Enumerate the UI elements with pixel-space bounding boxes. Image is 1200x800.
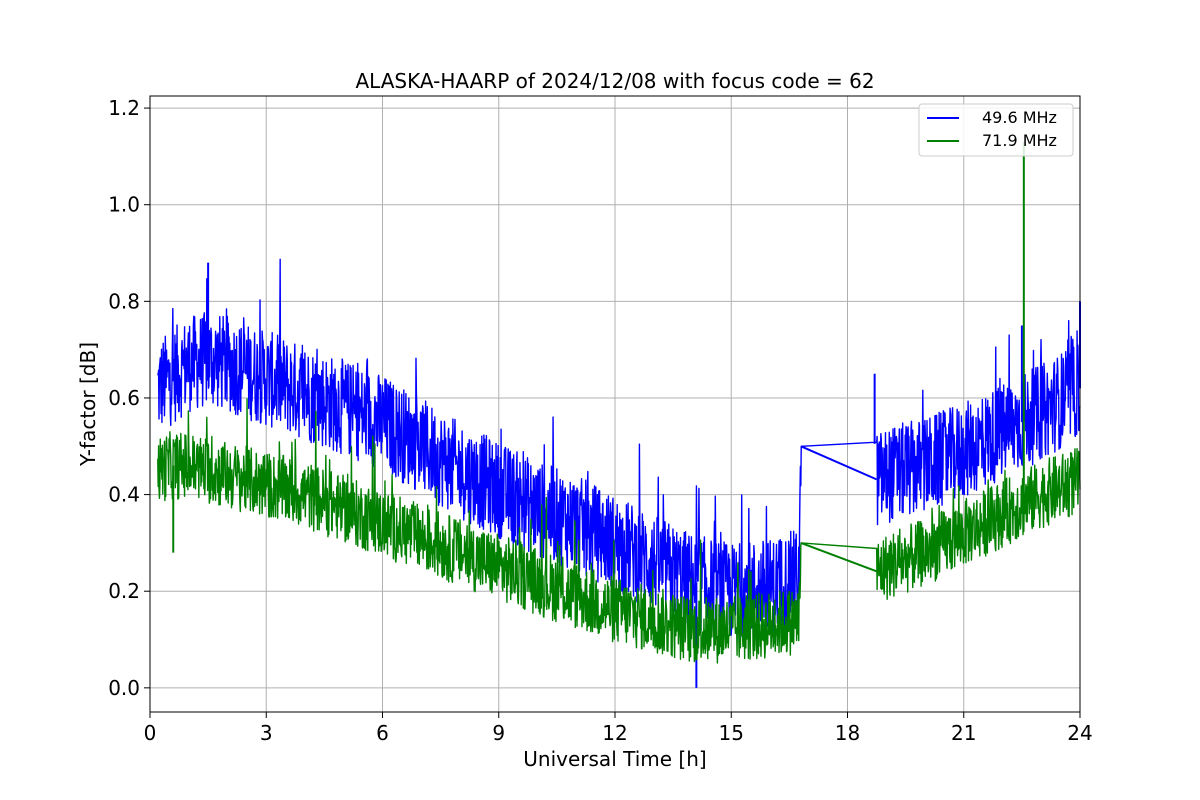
y-tick-label: 1.0 xyxy=(108,193,140,217)
series-2 xyxy=(157,141,1081,664)
y-tick-label: 0.0 xyxy=(108,676,140,700)
x-tick-label: 12 xyxy=(602,721,627,745)
x-tick-label: 3 xyxy=(260,721,273,745)
y-axis: 0.0 0.2 0.4 0.6 0.8 1.0 1.2 xyxy=(108,96,150,700)
x-tick-label: 24 xyxy=(1067,721,1092,745)
x-axis-label: Universal Time [h] xyxy=(523,747,706,771)
y-tick-label: 0.4 xyxy=(108,483,140,507)
legend-label-2: 71.9 MHz xyxy=(982,131,1057,150)
chart-title: ALASKA-HAARP of 2024/12/08 with focus co… xyxy=(355,69,874,93)
series-line-1 xyxy=(157,258,1081,639)
series-line-2 xyxy=(157,398,1081,664)
x-tick-label: 0 xyxy=(144,721,157,745)
x-tick-label: 18 xyxy=(835,721,860,745)
series-gap-line-2 xyxy=(800,541,877,573)
y-tick-label: 1.2 xyxy=(108,96,140,120)
y-tick-label: 0.6 xyxy=(108,386,140,410)
x-tick-label: 6 xyxy=(376,721,389,745)
legend-label-1: 49.6 MHz xyxy=(982,108,1057,127)
y-tick-label: 0.2 xyxy=(108,579,140,603)
x-tick-label: 21 xyxy=(951,721,976,745)
x-tick-label: 15 xyxy=(719,721,744,745)
x-axis: 0 3 6 9 12 15 18 21 24 xyxy=(144,712,1093,745)
series-gap-line-1 xyxy=(800,445,877,481)
x-tick-label: 9 xyxy=(492,721,505,745)
y-tick-label: 0.8 xyxy=(108,289,140,313)
legend: 49.6 MHz 71.9 MHz xyxy=(918,103,1074,157)
y-axis-label: Y-factor [dB] xyxy=(76,342,100,467)
